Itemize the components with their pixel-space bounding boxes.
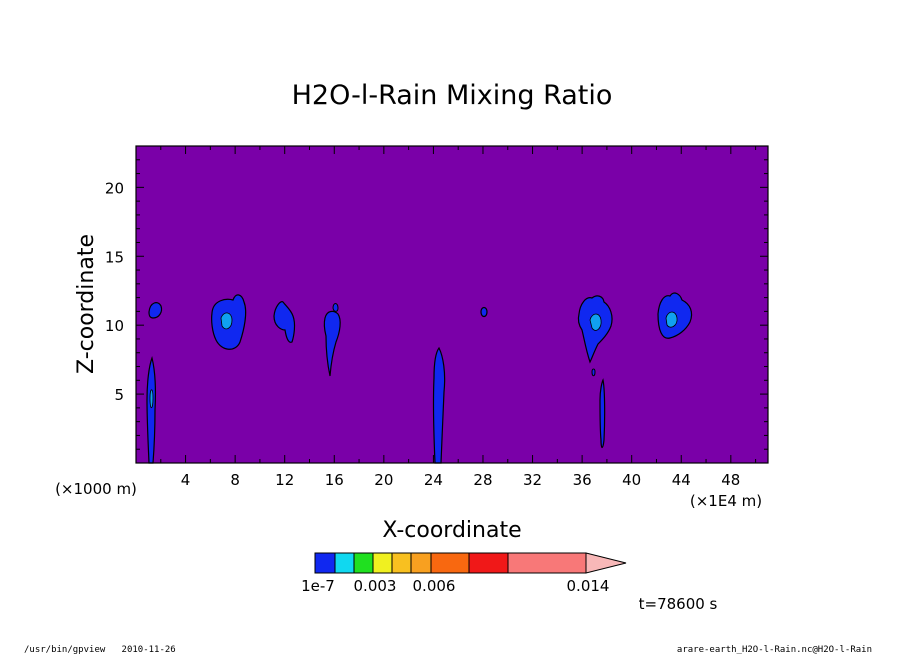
y-tick-label: 5 — [114, 386, 124, 404]
rain-region-4-top — [332, 303, 339, 312]
colorbar-swatch — [430, 552, 470, 574]
x-axis: 4 8 12 16 20 24 28 32 36 40 44 48 — [160, 146, 757, 489]
x-tick-label: 8 — [230, 471, 240, 489]
x-tick-label: 40 — [622, 471, 641, 489]
y-tick-label: 20 — [105, 179, 124, 197]
colorbar-swatch — [391, 552, 412, 574]
colorbar-label-3: 0.006 — [413, 577, 456, 595]
colorbar-swatch — [353, 552, 374, 574]
colorbar-swatch — [314, 552, 336, 574]
rain-region-8 — [146, 355, 156, 464]
colorbar-swatch — [410, 552, 432, 574]
rain-region-6-core — [589, 313, 602, 331]
y-tick-label: 15 — [105, 248, 124, 266]
x-axis-label: X-coordinate — [382, 518, 521, 543]
x-tick-label: 36 — [573, 471, 592, 489]
time-label: t=78600 s — [639, 595, 718, 613]
colorbar-label-1: 1e-7 — [301, 577, 335, 595]
x-unit-left: (×1000 m) — [55, 480, 137, 498]
x-tick-label: 24 — [424, 471, 443, 489]
rain-region-7-core — [665, 311, 678, 328]
colorbar-swatch — [468, 552, 509, 574]
x-tick-label: 16 — [325, 471, 344, 489]
x-tick-label: 20 — [374, 471, 393, 489]
rain-region-5 — [480, 306, 488, 318]
colorbar-labels: 1e-7 0.003 0.006 0.014 — [301, 577, 609, 595]
colorbar-label-2: 0.003 — [354, 577, 397, 595]
y-tick-label: 10 — [105, 317, 124, 335]
colorbar-label-4: 0.014 — [567, 577, 610, 595]
y-axis-label: Z-coordinate — [74, 234, 99, 374]
rain-region-9 — [432, 346, 446, 464]
rain-region-10-top — [591, 368, 596, 377]
colorbar-swatch — [334, 552, 355, 574]
x-tick-label: 12 — [275, 471, 294, 489]
x-tick-label: 32 — [523, 471, 542, 489]
footer-left: /usr/bin/gpview 2010-11-26 — [24, 645, 176, 654]
rain-region-3 — [273, 301, 296, 343]
rain-region-2-core — [220, 312, 233, 330]
rain-region-10 — [599, 378, 606, 449]
rain-regions — [146, 292, 693, 464]
colorbar — [314, 552, 627, 574]
y-axis: 5 10 15 20 — [105, 159, 768, 450]
colorbar-swatch — [507, 552, 587, 574]
x-tick-label: 44 — [672, 471, 691, 489]
plot-frame — [135, 145, 769, 464]
rain-region-1 — [148, 302, 163, 319]
rain-region-4 — [323, 310, 341, 377]
footer-right: arare-earth_H2O-l-Rain.nc@H2O-l-Rain — [677, 645, 872, 654]
chart-title: H2O-l-Rain Mixing Ratio — [292, 80, 613, 111]
colorbar-extension-arrow — [585, 552, 627, 574]
x-tick-label: 28 — [473, 471, 492, 489]
x-tick-label: 48 — [721, 471, 740, 489]
colorbar-swatch — [372, 552, 393, 574]
rain-region-8-core — [149, 389, 154, 409]
x-unit-right: (×1E4 m) — [690, 492, 762, 510]
x-tick-label: 4 — [181, 471, 191, 489]
